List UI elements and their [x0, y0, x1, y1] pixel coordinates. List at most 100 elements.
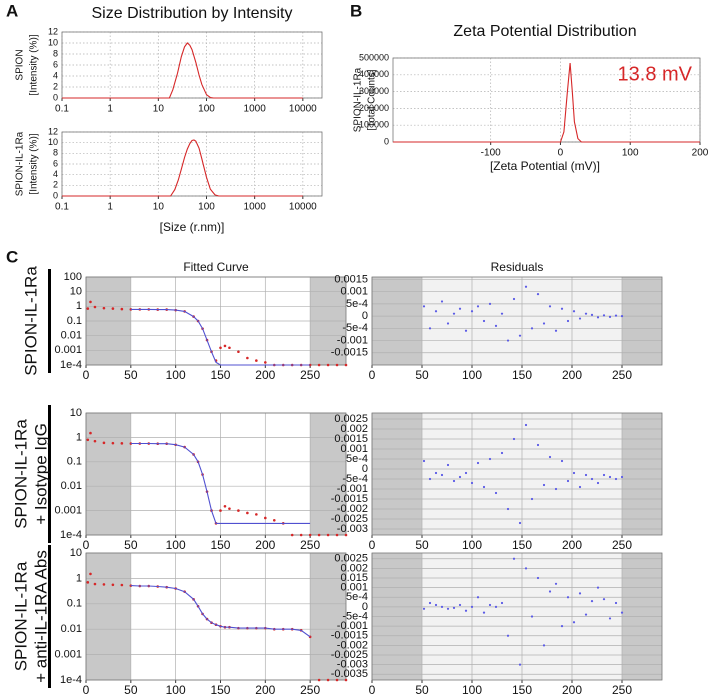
data-point — [219, 509, 222, 512]
y-tick-label: -5e-4 — [342, 610, 368, 622]
data-point — [317, 363, 321, 367]
y-tick-label: 100 — [64, 271, 82, 283]
y-tick-label: 0.001 — [54, 344, 82, 356]
y-tick-label: 1 — [76, 572, 82, 584]
y-tick-label: 0.001 — [54, 649, 82, 661]
x-tick-label: 50 — [124, 368, 138, 382]
y-tick-label: 5e-4 — [346, 453, 368, 465]
data-point — [596, 316, 600, 319]
data-point — [446, 607, 450, 610]
x-tick-label: 200 — [692, 148, 709, 159]
row-label: + Isotype IgG — [31, 423, 50, 525]
data-point — [584, 312, 588, 315]
data-point — [446, 463, 450, 467]
data-point — [422, 607, 426, 610]
data-point — [578, 485, 582, 489]
x-tick-label: 1000 — [244, 104, 267, 115]
y-tick-label: -0.001 — [337, 483, 368, 495]
plot-frame — [371, 276, 663, 366]
data-point — [89, 431, 92, 435]
data-point — [228, 346, 231, 350]
x-tick-label: 100 — [198, 104, 215, 115]
x-tick-label: 100 — [622, 148, 639, 159]
data-point — [476, 305, 480, 308]
shaded-region — [372, 413, 422, 535]
data-point — [93, 582, 97, 586]
y-tick-label: -0.002 — [337, 503, 368, 515]
y-tick-label: 0.01 — [61, 623, 82, 635]
y-tick-label: 0.0015 — [334, 273, 368, 285]
y-tick-label: 0.0015 — [334, 433, 368, 445]
data-point — [554, 582, 558, 585]
data-point — [500, 601, 504, 605]
data-point — [608, 475, 612, 479]
x-tick-label: 1 — [107, 202, 113, 213]
y-tick-label: 0.015 — [340, 572, 368, 584]
data-point — [308, 363, 312, 367]
y-tick-label: -0.0025 — [331, 649, 368, 661]
data-point — [446, 322, 450, 325]
x-tick-label: 150 — [512, 368, 532, 382]
y-tick-label: 0.001 — [54, 505, 82, 517]
data-point — [536, 576, 540, 580]
data-point — [428, 601, 432, 605]
data-point — [512, 437, 516, 441]
data-point — [524, 423, 528, 427]
data-point — [111, 441, 115, 445]
x-tick-label: 10 — [153, 104, 165, 115]
y-tick-label: 0 — [362, 601, 368, 613]
y-tick-label: 0.01 — [61, 330, 82, 342]
data-point — [506, 634, 510, 637]
data-point — [614, 477, 618, 481]
data-point — [344, 533, 348, 537]
data-point — [530, 327, 534, 330]
data-point — [237, 509, 240, 512]
data-point — [86, 438, 90, 442]
y-tick-label: -0.0015 — [331, 493, 368, 505]
data-point — [554, 329, 558, 332]
shaded-region — [622, 277, 662, 365]
data-point — [344, 678, 348, 682]
y-tick-label: 0.1 — [67, 315, 82, 327]
y-tick-label: 4 — [53, 169, 58, 179]
x-tick-label: 50 — [415, 368, 429, 382]
data-point — [524, 567, 528, 570]
y-tick-label: 0.001 — [340, 443, 368, 455]
data-point — [536, 443, 540, 447]
plot-frame — [61, 31, 323, 99]
data-point — [542, 483, 546, 487]
y-tick-label: 500000 — [359, 52, 389, 62]
data-point — [530, 497, 534, 501]
data-point — [102, 441, 106, 445]
y-tick-label: 12 — [48, 26, 58, 36]
data-point — [620, 315, 624, 318]
y-tick-label: -0.0025 — [331, 513, 368, 525]
x-tick-label: 1000 — [244, 202, 267, 213]
data-point — [566, 319, 570, 323]
data-point — [590, 477, 594, 481]
x-tick-label: 200 — [255, 368, 275, 382]
data-point — [572, 471, 576, 475]
y-axis-label: [Total Counts] — [367, 69, 378, 130]
x-tick-label: 100 — [198, 202, 215, 213]
data-point — [458, 475, 462, 479]
data-point — [458, 307, 462, 310]
y-tick-label: -0.002 — [337, 639, 368, 651]
data-point — [299, 533, 303, 537]
data-point — [86, 307, 90, 310]
row-bar — [48, 269, 51, 373]
data-point — [470, 481, 474, 485]
data-point — [488, 302, 492, 305]
data-point — [560, 459, 564, 463]
shaded-region — [86, 553, 131, 680]
x-tick-label: 50 — [415, 683, 429, 697]
x-tick-label: 0 — [369, 683, 376, 697]
y-tick-label: 2 — [53, 180, 58, 190]
data-point — [317, 533, 321, 537]
y-tick-label: 12 — [48, 126, 58, 136]
y-tick-label: 8 — [53, 148, 58, 158]
shaded-region — [310, 413, 346, 535]
y-axis-label: SPION-IL-1Ra — [353, 67, 364, 132]
x-tick-label: 250 — [300, 683, 320, 697]
chart-title: Size Distribution by Intensity — [92, 5, 293, 22]
